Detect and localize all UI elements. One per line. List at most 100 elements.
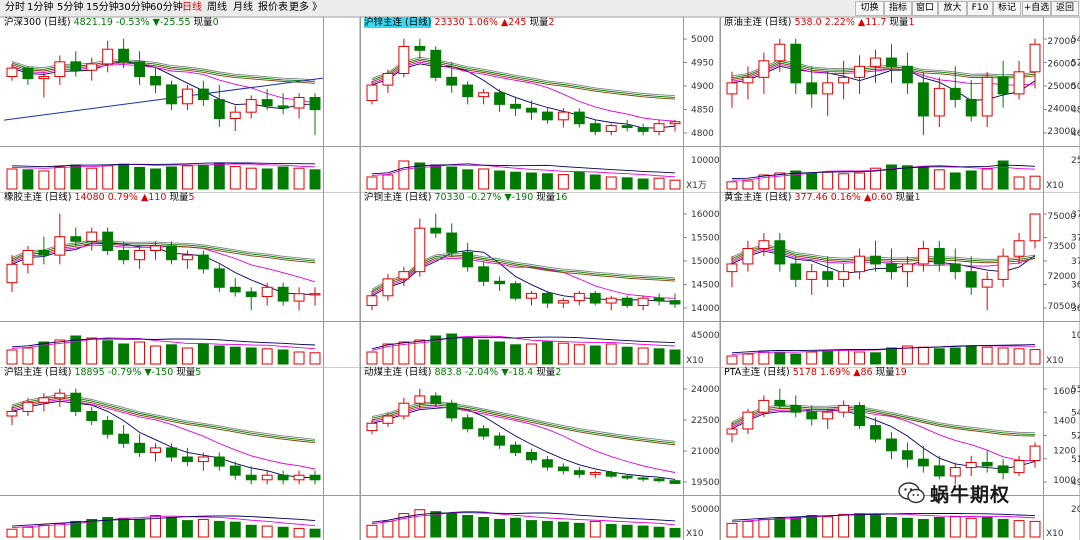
volume-bar [1013, 348, 1025, 365]
candle [309, 287, 321, 306]
volume-bar [997, 347, 1009, 365]
candle [86, 57, 98, 81]
panel-pct: -2.04% [464, 367, 499, 378]
period-tab-0[interactable]: 分时 [5, 2, 25, 13]
toolbar-button-3[interactable]: 放大 [938, 1, 967, 16]
period-tab-7[interactable]: 周线 [207, 2, 227, 13]
volume-bar [822, 171, 834, 190]
period-tab-10[interactable]: 更多 》 [289, 2, 323, 13]
toolbar-button-7[interactable]: 返回 [1051, 1, 1079, 16]
panel-price: 4821.19 [73, 17, 113, 28]
panel-vol-label: 现量 [529, 17, 549, 28]
volume-bar [478, 517, 490, 538]
panel-chg: ▲0.60 [863, 192, 893, 203]
candle [86, 406, 98, 426]
candle [637, 476, 649, 482]
chart-panel-6[interactable]: 沪铝主连 (日线) 18895 -0.79% ▼-150 现量5 [0, 367, 360, 540]
volume-bar [366, 351, 378, 365]
volume-bar [245, 524, 257, 538]
period-tab-9[interactable]: 报价表 [258, 2, 288, 13]
candle [981, 71, 993, 127]
toolbar-button-1[interactable]: 指标 [884, 1, 912, 16]
volume-bar [901, 517, 913, 538]
chart-panel-4[interactable]: 沪铜主连 (日线) 70330 -0.27% ▼-190 现量16 16000 15… [360, 192, 720, 367]
chart-panel-7[interactable]: 动煤主连 (日线) 883.8 -2.04% ▼-18.4 现量2 24000 22… [360, 367, 720, 540]
period-tab-1[interactable]: 1分钟 [27, 2, 54, 13]
candle [653, 477, 665, 483]
volume-bar [838, 513, 850, 538]
volume-bar [197, 164, 209, 190]
volume-bar [181, 520, 193, 538]
y-tick-label: 365.0 [1071, 304, 1080, 314]
toolbar-button-2[interactable]: 窗口 [912, 1, 938, 16]
period-tab-8[interactable]: 月线 [233, 2, 253, 13]
candle [605, 123, 617, 136]
candle [38, 393, 50, 412]
panel-title: 橡胶主连 (日线) 14080 0.79% ▲110 现量5 [4, 192, 195, 204]
candle [933, 240, 945, 272]
volume-bar [965, 517, 977, 538]
volume-bar [229, 166, 241, 190]
volume-bar [997, 160, 1009, 190]
panel-title: 沪铝主连 (日线) 18895 -0.79% ▼-150 现量5 [4, 367, 201, 379]
volume-bar [382, 343, 394, 365]
period-tab-2[interactable]: 5分钟 [57, 2, 84, 13]
volume-bar [293, 167, 305, 190]
candle [742, 408, 754, 434]
y-tick-label: 5550 [1071, 385, 1080, 395]
candle-chart: 5000 4950 4900 4850 4800 10000 X1万 [360, 17, 720, 192]
candle [854, 248, 866, 280]
toolbar-button-0[interactable]: 切换 [855, 1, 884, 16]
period-tab-4[interactable]: 30分钟 [118, 2, 151, 13]
period-tab-5[interactable]: 60分钟 [150, 2, 183, 13]
volume-bar [462, 169, 474, 190]
volume-bar [22, 169, 34, 190]
volume-bar [526, 520, 537, 538]
panel-price: 23330 [434, 17, 465, 28]
candle [774, 38, 786, 72]
volume-bar [478, 168, 490, 190]
toolbar-button-5[interactable]: 标记 [993, 1, 1021, 16]
panel-name: 原油主连 (日线) [724, 17, 792, 28]
chart-panel-2[interactable]: 原油主连 (日线) 538.0 2.22% ▲11.7 现量1 540.0 520.… [720, 17, 1080, 192]
candle [309, 470, 321, 485]
volume-bar [150, 168, 161, 190]
toolbar-button-6[interactable]: +自选 [1022, 1, 1051, 16]
volume-bar [213, 345, 225, 365]
period-tab-3[interactable]: 15分钟 [86, 2, 119, 13]
volume-bar [494, 170, 506, 190]
candle [997, 60, 1009, 108]
volume-bar [557, 174, 569, 190]
candle [118, 38, 130, 69]
candle [181, 250, 193, 269]
volume-unit-label: X10 [1046, 181, 1064, 191]
y-tick-label: 15500 [691, 234, 720, 244]
volume-bar [917, 346, 929, 365]
candle [446, 399, 458, 422]
candle [166, 443, 177, 462]
chart-panel-3[interactable]: 橡胶主连 (日线) 14080 0.79% ▲110 现量5 [0, 192, 360, 367]
period-tab-6[interactable]: 日线 [182, 2, 202, 13]
panel-chg: ▲11.7 [857, 17, 887, 28]
toolbar-button-4[interactable]: F10 [967, 1, 993, 16]
chart-panel-0[interactable]: 沪深300 (日线) 4821.19 -0.53% ▼-25.55 现量0 [0, 17, 360, 192]
chart-panel-5[interactable]: 黄金主连 (日线) 377.46 0.16% ▲0.60 现量1 375.0 372… [720, 192, 1080, 367]
chart-panel-1[interactable]: 沪锌主连 (日线) 23330 1.06% ▲245 现量2 5000 4950 49… [360, 17, 720, 192]
panel-vol: 19 [894, 367, 907, 378]
alt-tick-label: 26000 [1047, 60, 1076, 70]
volume-ma-line [11, 163, 316, 169]
panel-title: 动煤主连 (日线) 883.8 -2.04% ▼-18.4 现量2 [364, 367, 561, 379]
y-tick-label: 4850 [691, 106, 714, 116]
candle [293, 287, 305, 311]
chart-panel-8[interactable]: PTA主连 (日线) 5178 1.69% ▲86 现量19 5550 5400 52… [720, 367, 1080, 540]
candle [541, 108, 553, 124]
y-tick-label: 367.5 [1071, 281, 1080, 291]
ma-line-5 [371, 406, 676, 480]
candle [181, 447, 193, 467]
ma-line-5 [731, 409, 1036, 470]
panel-vol: 0 [212, 17, 219, 28]
volume-bar [949, 172, 961, 190]
volume-bar [886, 164, 897, 190]
volume-bar [510, 171, 521, 190]
